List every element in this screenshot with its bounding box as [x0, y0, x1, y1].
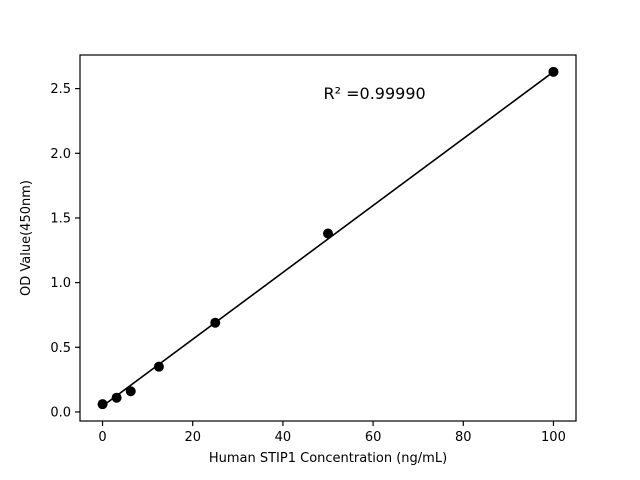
x-tick-label: 40 [275, 430, 292, 445]
x-tick-label: 0 [98, 430, 106, 445]
data-point [97, 399, 108, 410]
y-tick-label: 0.5 [50, 341, 71, 356]
x-tick-label: 60 [365, 430, 382, 445]
r-squared-annotation: R² =0.99990 [323, 84, 425, 103]
data-point [111, 392, 122, 403]
y-tick-label: 1.5 [50, 211, 71, 226]
fit-line [102, 71, 554, 407]
y-axis-label: OD Value(450nm) [19, 180, 34, 296]
data-point [125, 386, 136, 397]
y-tick-label: 1.0 [50, 276, 71, 291]
data-point [210, 317, 221, 328]
x-tick-label: 100 [541, 430, 566, 445]
data-point [153, 361, 164, 372]
y-tick-label: 2.5 [50, 82, 71, 97]
data-point [548, 66, 559, 77]
x-tick-label: 80 [455, 430, 472, 445]
y-tick-label: 0.0 [50, 405, 71, 420]
x-tick-label: 20 [184, 430, 201, 445]
y-tick-label: 2.0 [50, 147, 71, 162]
x-axis-label: Human STIP1 Concentration (ng/mL) [209, 451, 447, 466]
data-point [323, 228, 333, 239]
